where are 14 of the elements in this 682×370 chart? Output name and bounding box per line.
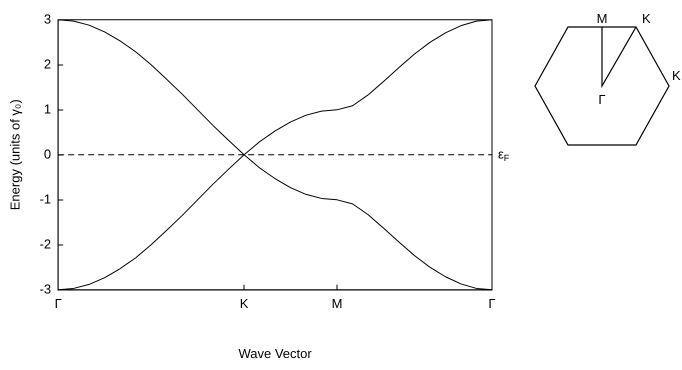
x-axis-title: Wave Vector (238, 346, 312, 361)
y-tick-label: 0 (44, 146, 52, 162)
x-tick-label: Γ (54, 296, 62, 312)
y-tick-label: 3 (44, 11, 52, 26)
y-tick-label: -2 (40, 236, 52, 252)
y-tick-label: 2 (44, 56, 52, 72)
y-tick-label: -3 (40, 281, 52, 296)
y-tick-label: 1 (44, 101, 52, 116)
brillouin-zone-hexagon: M K K Γ (534, 11, 681, 146)
y-tick-label: -1 (40, 191, 52, 206)
y-axis-title: Energy (units of γ₀) (7, 99, 22, 210)
x-tick-label: M (332, 296, 342, 312)
x-tick-label: K (240, 296, 249, 312)
x-tick-label: Γ (488, 296, 496, 312)
